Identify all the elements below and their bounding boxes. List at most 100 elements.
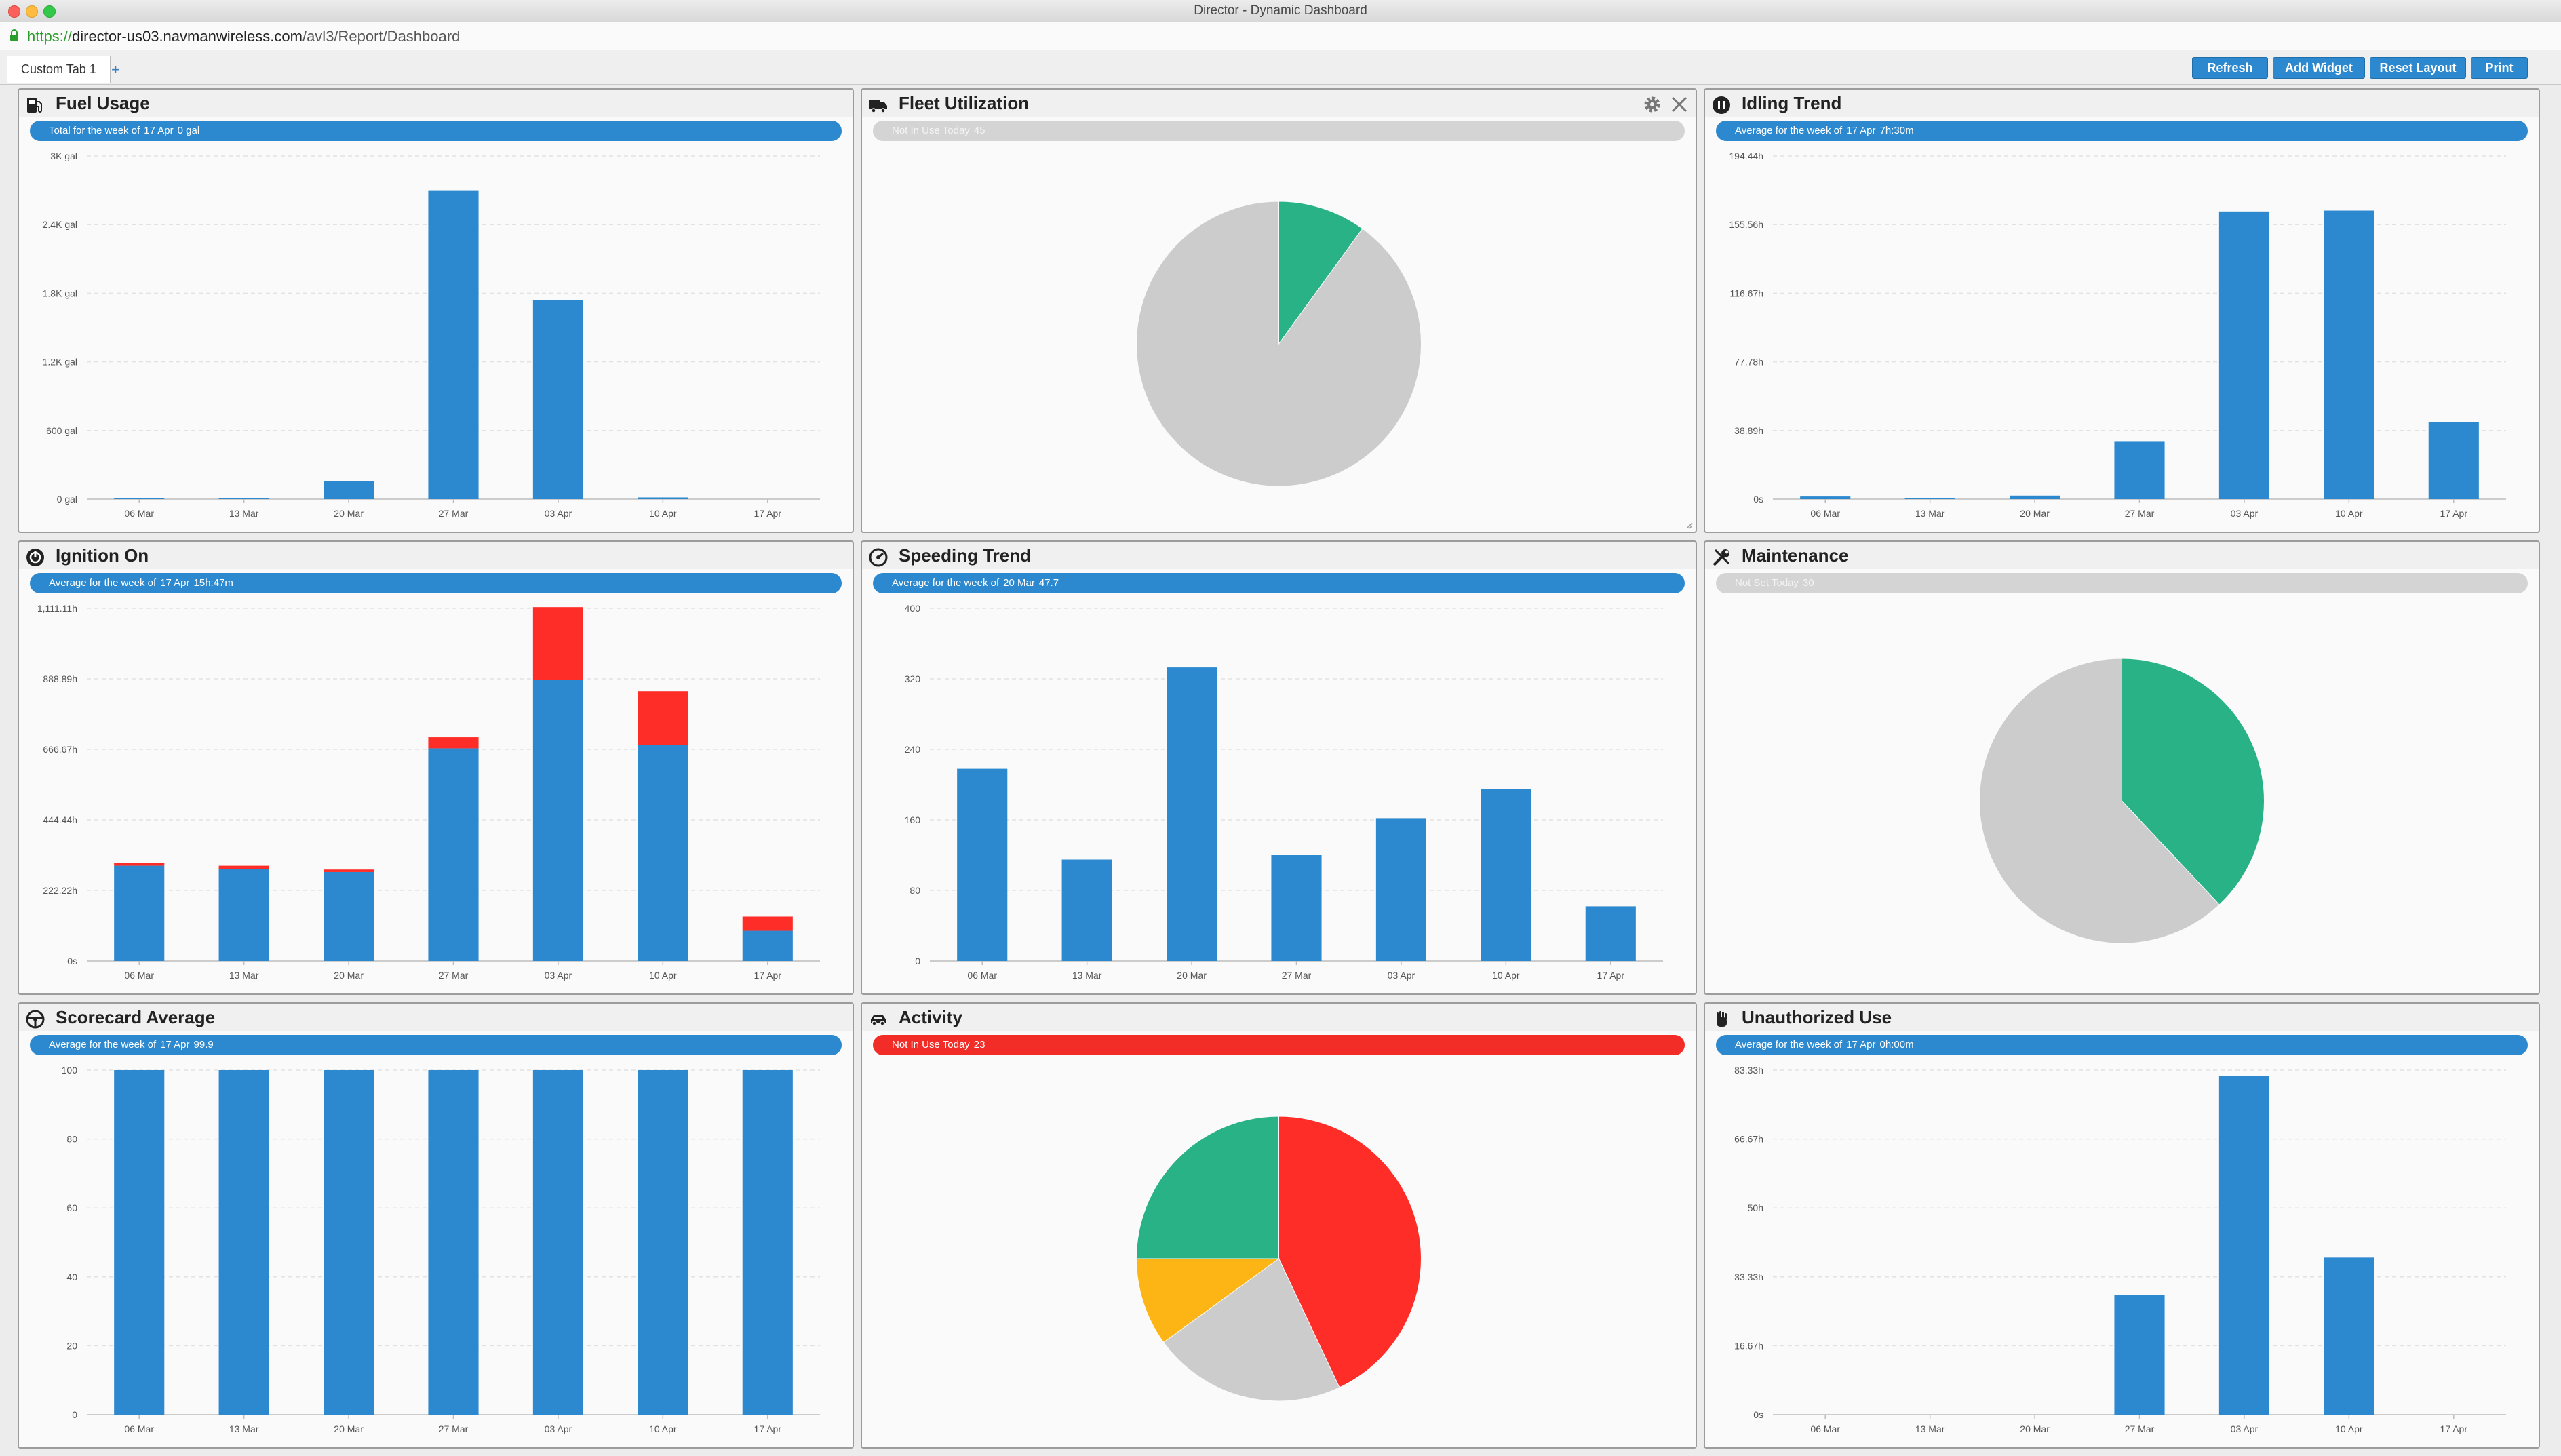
status-date: 17 Apr [160, 1039, 190, 1050]
widget-title: Scorecard Average [56, 1007, 216, 1027]
bar [114, 1070, 165, 1415]
bar [2114, 441, 2165, 499]
reset-layout-button[interactable]: Reset Layout [2370, 57, 2466, 79]
close-icon[interactable] [1668, 94, 1690, 115]
status-label: Average for the week of [49, 577, 157, 589]
x-tick-label: 06 Mar [967, 970, 997, 981]
unauthorized-use-widget: Unauthorized Use Average for the week of… [1704, 1002, 2540, 1449]
widget-header[interactable]: Scorecard Average [19, 1004, 853, 1031]
status-label: Not Set Today [1735, 577, 1799, 589]
bar [428, 190, 479, 499]
widget-header[interactable]: Ignition On [19, 542, 853, 569]
bar [532, 1070, 583, 1415]
maintenance-chart [1979, 658, 2265, 944]
bar [2428, 422, 2479, 499]
bar [638, 691, 688, 745]
bar [1800, 496, 1851, 499]
add-tab-button[interactable]: + [111, 61, 120, 78]
status-bar: Not Set Today 30 [1716, 573, 2528, 593]
bar [2218, 1076, 2269, 1415]
bar [218, 865, 269, 869]
x-tick-label: 03 Apr [545, 508, 572, 519]
bar [532, 300, 583, 499]
widget-header[interactable]: Idling Trend [1705, 90, 2539, 117]
refresh-button[interactable]: Refresh [2192, 57, 2268, 79]
status-label: Average for the week of [1735, 125, 1843, 136]
y-tick-label: 155.56h [1729, 219, 1763, 230]
print-button[interactable]: Print [2471, 57, 2528, 79]
gear-icon[interactable] [1641, 94, 1663, 115]
widget-header[interactable]: Activity [862, 1004, 1696, 1031]
widget-title: Ignition On [56, 545, 149, 566]
widget-title: Unauthorized Use [1742, 1007, 1892, 1027]
widget-title: Fuel Usage [56, 93, 150, 113]
ignition-on-widget: Ignition On Average for the week of 17 Ap… [18, 540, 854, 995]
x-tick-label: 17 Apr [754, 970, 782, 981]
widget-header[interactable]: Fleet Utilization [862, 90, 1696, 117]
x-tick-label: 27 Mar [1282, 970, 1312, 981]
y-tick-label: 60 [66, 1202, 77, 1213]
lock-icon [10, 29, 18, 41]
status-value: 30 [1802, 577, 1814, 589]
dashboard-tab-strip: Custom Tab 1 + Refresh Add Widget Reset … [0, 50, 2561, 85]
bar [1061, 859, 1112, 961]
pie-slice [1136, 201, 1422, 487]
activity-chart [1135, 1116, 1422, 1402]
x-tick-label: 20 Mar [1177, 970, 1207, 981]
status-date: 17 Apr [1846, 125, 1876, 136]
bar [218, 869, 269, 961]
tab-custom-tab-1[interactable]: Custom Tab 1 [7, 56, 111, 83]
bar [957, 768, 1008, 961]
x-tick-label: 27 Mar [439, 970, 469, 981]
bar [638, 745, 688, 961]
resize-handle-icon[interactable] [1685, 521, 1693, 529]
url-text[interactable]: https://director-us03.navmanwireless.com… [27, 28, 460, 45]
y-tick-label: 38.89h [1734, 425, 1763, 436]
pie-slice [1135, 1116, 1279, 1259]
address-bar[interactable]: https://director-us03.navmanwireless.com… [0, 22, 2561, 50]
x-tick-label: 13 Mar [229, 508, 259, 519]
bar [638, 497, 688, 499]
status-value: 47.7 [1038, 577, 1059, 589]
widget-header[interactable]: Fuel Usage [19, 90, 853, 117]
bar [1167, 667, 1217, 961]
bar [1585, 906, 1636, 961]
y-tick-label: 16.67h [1734, 1340, 1763, 1351]
fuel-pump-icon [27, 98, 42, 113]
widget-header[interactable]: Speeding Trend [862, 542, 1696, 569]
zoom-window-button[interactable] [43, 5, 56, 18]
x-tick-label: 17 Apr [754, 508, 782, 519]
bar [2324, 210, 2374, 499]
close-window-button[interactable] [8, 5, 20, 18]
status-date: 17 Apr [1846, 1039, 1876, 1050]
bar [324, 869, 374, 872]
bar [218, 498, 269, 499]
steering-wheel-icon [26, 1010, 45, 1029]
bar [114, 863, 165, 866]
status-value: 15h:47m [193, 577, 233, 589]
speeding-trend-chart: 0 80 160 240 320 400 06 Mar 13 Mar 20 Mar 27 Mar 0… [905, 603, 1663, 981]
y-tick-label: 160 [905, 814, 921, 825]
y-tick-label: 320 [905, 673, 921, 684]
bar [428, 737, 479, 749]
ignition-on-chart: 0s 222.22h 444.44h 666.67h 888.89h 1,111.11h 0… [37, 603, 820, 981]
widget-title: Maintenance [1742, 545, 1849, 566]
x-tick-label: 03 Apr [2231, 1423, 2259, 1434]
widget-header[interactable]: Maintenance [1705, 542, 2539, 569]
add-widget-button[interactable]: Add Widget [2273, 57, 2365, 79]
minimize-window-button[interactable] [26, 5, 38, 18]
x-tick-label: 17 Apr [1597, 970, 1625, 981]
x-tick-label: 13 Mar [1072, 970, 1102, 981]
y-tick-label: 0 [72, 1409, 77, 1420]
y-tick-label: 40 [66, 1272, 77, 1282]
widget-header[interactable]: Unauthorized Use [1705, 1004, 2539, 1031]
url-scheme: https:// [27, 28, 73, 45]
y-tick-label: 400 [905, 603, 921, 614]
fleet-utilization-chart [1136, 201, 1422, 487]
status-bar: Average for the week of 20 Mar 47.7 [873, 573, 1685, 593]
x-tick-label: 06 Mar [124, 508, 154, 519]
status-label: Total for the week of [49, 125, 140, 136]
speedometer-icon [869, 548, 888, 567]
status-date: 20 Mar [1003, 577, 1035, 589]
bar [2324, 1257, 2374, 1415]
